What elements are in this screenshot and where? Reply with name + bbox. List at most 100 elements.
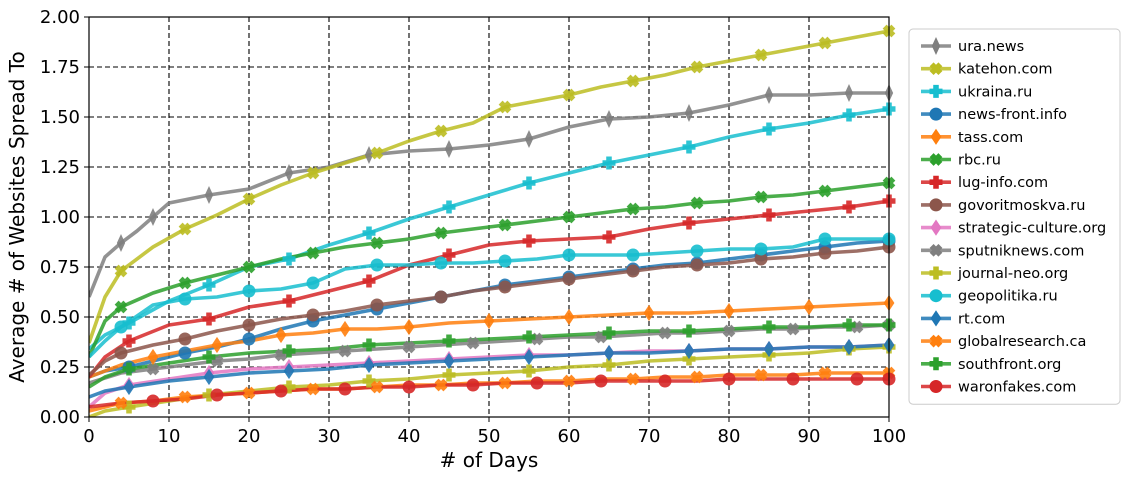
series-line-lug-info-com (89, 199, 889, 379)
x-tick-label: 80 (718, 426, 741, 447)
data-point-southfront-org (122, 362, 136, 376)
data-point-rbc-ru (690, 196, 704, 210)
legend-label: lug-info.com (958, 175, 1048, 191)
data-point-ukraina-ru (362, 226, 376, 240)
data-point-geopolitika-ru (754, 242, 768, 256)
data-point-lug-info-com (762, 208, 776, 222)
data-point-globalresearch-ca (114, 396, 128, 410)
data-point-rbc-ru (626, 202, 640, 216)
data-point-southfront-org (442, 334, 456, 348)
data-point-ura-news (524, 130, 534, 148)
data-point-rt-com (443, 352, 455, 370)
data-point-govoritmoskva-ru (242, 318, 256, 332)
data-point-sputniknews-com (146, 362, 160, 376)
data-point-rt-com (363, 356, 375, 374)
data-point-globalresearch-ca (498, 376, 512, 390)
legend-marker (930, 219, 942, 236)
series-line-geopolitika-ru (89, 237, 889, 359)
data-point-govoritmoskva-ru (370, 298, 384, 312)
data-point-rbc-ru (754, 190, 768, 204)
data-point-govoritmoskva-ru (818, 246, 832, 260)
data-point-globalresearch-ca (626, 372, 640, 386)
data-point-ura-news (444, 140, 454, 158)
data-point-ura-news (116, 234, 126, 252)
data-point-rbc-ru (306, 246, 320, 260)
data-point-rt-com (283, 362, 295, 380)
data-point-globalresearch-ca (562, 374, 576, 388)
x-tick-label: 20 (238, 426, 261, 447)
y-tick-label: 0.00 (40, 407, 80, 428)
data-point-govoritmoskva-ru (114, 346, 128, 360)
legend-marker (929, 357, 943, 371)
legend-marker (929, 334, 943, 348)
y-tick-label: 1.00 (40, 207, 80, 228)
data-point-tass-com (563, 308, 575, 326)
data-point-tass-com (723, 302, 735, 320)
data-point-news-front-info (242, 332, 256, 346)
axis-ticks: 0 10 20 30 40 50 60 70 80 90 100 0.00 0.25 0.50 0.75 1.… (40, 7, 906, 447)
legend-marker (930, 128, 942, 145)
data-point-waronfakes-com (658, 374, 672, 388)
data-point-waronfakes-com (530, 376, 544, 390)
data-point-journal-neo-org (362, 374, 376, 388)
series-line-rt-com (89, 343, 889, 399)
x-tick-label: 70 (638, 426, 661, 447)
legend-label: ura.news (958, 39, 1024, 55)
x-tick-label: 40 (398, 426, 421, 447)
legend-label: rbc.ru (958, 153, 1001, 169)
data-point-katehon-com (498, 100, 512, 114)
series-line-ukraina-ru (89, 107, 889, 351)
data-point-globalresearch-ca (242, 386, 256, 400)
data-point-geopolitika-ru (498, 254, 512, 268)
data-point-rt-com (523, 348, 535, 366)
data-point-tass-com (147, 348, 159, 366)
data-point-geopolitika-ru (690, 244, 704, 258)
legend-marker (929, 107, 943, 121)
x-axis-label: # of Days (440, 448, 539, 472)
legend-label: strategic-culture.org (958, 221, 1106, 237)
data-point-ukraina-ru (522, 176, 536, 190)
data-point-globalresearch-ca (690, 370, 704, 384)
data-point-waronfakes-com (466, 378, 480, 392)
data-point-rbc-ru (498, 218, 512, 232)
legend-marker (930, 310, 942, 327)
data-point-katehon-com (370, 146, 384, 160)
legend-marker (929, 153, 943, 166)
data-point-sputniknews-com (338, 344, 352, 358)
data-point-katehon-com (690, 60, 704, 74)
data-point-waronfakes-com (210, 388, 224, 402)
x-tick-label: 90 (798, 426, 821, 447)
data-point-katehon-com (434, 124, 448, 138)
data-point-waronfakes-com (722, 372, 736, 386)
data-point-katehon-com (626, 74, 640, 88)
y-tick-label: 1.25 (40, 157, 80, 178)
data-point-tass-com (643, 304, 655, 322)
data-point-govoritmoskva-ru (626, 264, 640, 278)
data-point-katehon-com (242, 192, 256, 206)
data-point-sputniknews-com (722, 324, 736, 338)
data-point-globalresearch-ca (754, 368, 768, 382)
legend-label: geopolitika.ru (958, 289, 1058, 305)
data-point-ura-news (284, 164, 294, 182)
data-point-sputniknews-com (466, 336, 480, 350)
y-tick-label: 1.75 (40, 57, 80, 78)
data-point-rbc-ru (562, 210, 576, 224)
x-tick-label: 30 (318, 426, 341, 447)
data-point-ukraina-ru (202, 278, 216, 292)
data-point-geopolitika-ru (434, 256, 448, 270)
data-point-ura-news (148, 208, 158, 226)
data-point-tass-com (803, 298, 815, 316)
legend-label: news-front.info (958, 107, 1067, 123)
data-point-journal-neo-org (522, 364, 536, 378)
data-point-globalresearch-ca (178, 390, 192, 404)
data-point-southfront-org (522, 330, 536, 344)
series-line-govoritmoskva-ru (89, 245, 889, 377)
legend-marker (929, 289, 943, 303)
data-point-geopolitika-ru (370, 258, 384, 272)
data-point-govoritmoskva-ru (178, 332, 192, 346)
x-tick-label: 100 (872, 426, 906, 447)
data-point-ukraina-ru (602, 156, 616, 170)
data-point-rt-com (123, 378, 135, 396)
y-tick-label: 1.50 (40, 107, 80, 128)
data-point-tass-com (275, 326, 287, 344)
